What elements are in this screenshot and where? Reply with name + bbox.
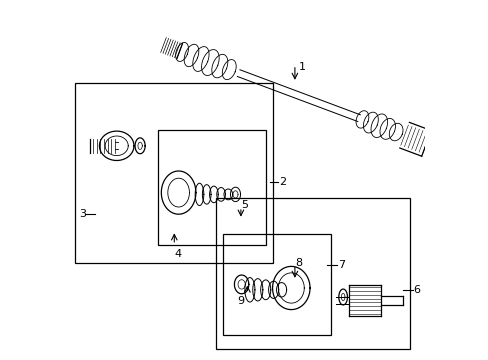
Bar bbox=[158, 130, 265, 245]
Bar bbox=[75, 83, 273, 263]
Text: 7: 7 bbox=[337, 260, 345, 270]
Text: 8: 8 bbox=[294, 258, 302, 268]
Text: 5: 5 bbox=[241, 200, 247, 210]
Text: 3: 3 bbox=[79, 209, 86, 219]
Bar bbox=[223, 234, 330, 335]
Text: 1: 1 bbox=[298, 62, 305, 72]
Bar bbox=[215, 198, 409, 349]
Text: 4: 4 bbox=[174, 249, 181, 259]
Text: 6: 6 bbox=[413, 285, 420, 295]
Text: 9: 9 bbox=[237, 296, 244, 306]
Text: 2: 2 bbox=[278, 177, 285, 187]
